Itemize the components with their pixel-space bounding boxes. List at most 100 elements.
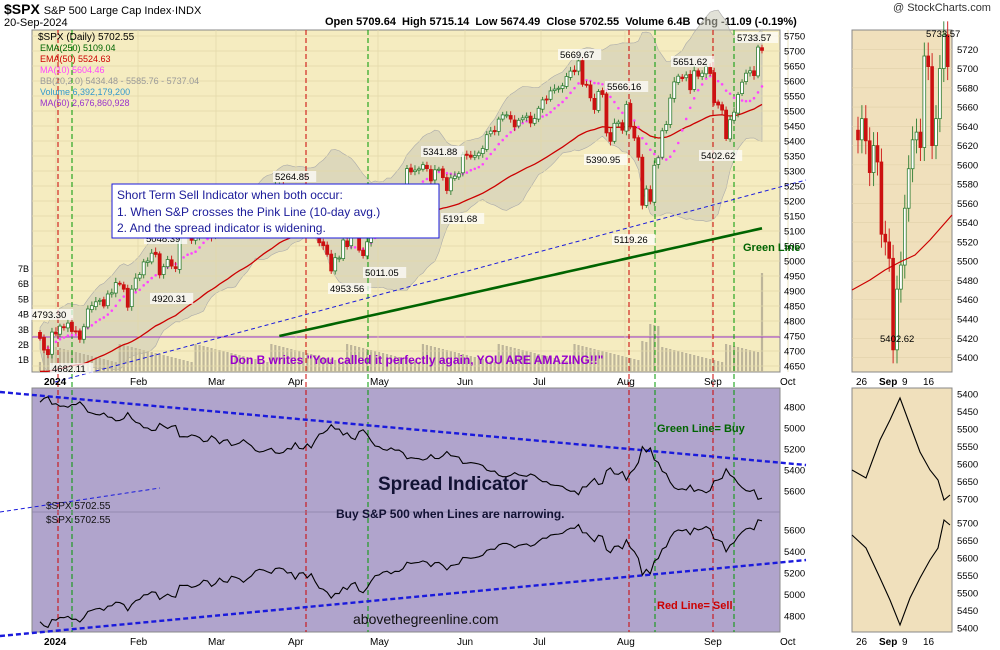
volume-bar bbox=[545, 356, 548, 372]
ma10-dot bbox=[182, 256, 185, 259]
volume-bar bbox=[669, 349, 672, 372]
ma10-dot bbox=[609, 95, 612, 99]
lower-side-y-tick-lower: 5500 bbox=[957, 589, 978, 600]
volume-bar bbox=[94, 357, 97, 372]
volume-bar bbox=[481, 359, 484, 372]
volume-bar bbox=[126, 346, 129, 372]
candle-body bbox=[712, 72, 717, 103]
price-label: 4682.11 bbox=[52, 364, 86, 375]
ma10-dot bbox=[704, 77, 708, 80]
green-buy-label: Green Line= Buy bbox=[657, 423, 746, 435]
volume-bar bbox=[629, 358, 632, 372]
ma10-dot bbox=[98, 318, 102, 321]
side-y-tick: 5620 bbox=[957, 141, 978, 152]
x-tick-label-lower: May bbox=[370, 637, 389, 648]
side-y-tick: 5660 bbox=[957, 103, 978, 114]
candle-body bbox=[576, 60, 581, 72]
ma10-dot bbox=[146, 280, 150, 284]
candle-body bbox=[664, 124, 669, 131]
candle-body bbox=[636, 137, 641, 158]
spread-title: Spread Indicator bbox=[378, 474, 529, 495]
volume-bar bbox=[521, 350, 524, 372]
ma10-dot bbox=[437, 170, 441, 174]
price-label: 5048.39 bbox=[146, 234, 180, 245]
candle-body bbox=[440, 168, 445, 178]
ma10-dot bbox=[684, 117, 688, 121]
candle-body bbox=[644, 188, 649, 206]
side-y-tick: 5680 bbox=[957, 83, 978, 94]
ma10-dot bbox=[561, 100, 564, 104]
side-x-tick: 9 bbox=[902, 377, 908, 388]
candle-body bbox=[345, 240, 350, 247]
ma10-dot bbox=[58, 337, 62, 341]
lower-side-series-upper bbox=[851, 396, 951, 501]
volume-bar bbox=[549, 357, 552, 372]
candle-body bbox=[409, 167, 413, 173]
candle-body bbox=[628, 103, 633, 128]
candle-body bbox=[732, 111, 736, 121]
y-tick-label: 5250 bbox=[784, 182, 805, 193]
y-tick-label: 5300 bbox=[784, 167, 805, 178]
y-tick-label: 5050 bbox=[784, 242, 805, 253]
candle-body bbox=[556, 87, 561, 90]
volume-bar bbox=[501, 345, 504, 372]
candle-body bbox=[157, 253, 162, 276]
x-tick-label-lower: Mar bbox=[208, 637, 226, 648]
candle-body bbox=[93, 301, 98, 307]
ma10-dot bbox=[70, 333, 74, 337]
side-y-tick: 5460 bbox=[957, 295, 978, 306]
side-candle-body bbox=[930, 66, 934, 147]
price-label: 4793.30 bbox=[32, 310, 66, 321]
candle-body bbox=[536, 107, 541, 120]
volume-bar bbox=[365, 349, 369, 372]
volume-bar bbox=[625, 357, 628, 372]
lower-y-tick-lower: 5400 bbox=[784, 547, 805, 558]
volume-bar bbox=[724, 344, 728, 372]
side-candle-body bbox=[914, 131, 919, 141]
side-candle-body bbox=[883, 233, 888, 243]
candle-body bbox=[560, 85, 565, 89]
candle-body bbox=[652, 164, 657, 203]
x-tick-label-lower: 2024 bbox=[44, 637, 67, 648]
candle-body bbox=[433, 169, 437, 181]
candle-body bbox=[125, 287, 130, 308]
candle-body bbox=[165, 259, 170, 268]
volume-bar bbox=[130, 347, 133, 372]
candle-body bbox=[77, 330, 82, 340]
volume-bar bbox=[593, 349, 596, 372]
volume-bar bbox=[118, 344, 121, 372]
volume-bar bbox=[369, 350, 373, 372]
volume-bar bbox=[202, 346, 205, 372]
volume-bar bbox=[350, 345, 353, 372]
candle-body bbox=[512, 119, 517, 128]
x-tick-label-lower: Sep bbox=[704, 637, 722, 648]
candle-body bbox=[660, 130, 665, 158]
volume-bar bbox=[377, 352, 381, 372]
price-label: 5566.16 bbox=[607, 82, 641, 93]
side-candle-body bbox=[926, 55, 930, 68]
volume-bar bbox=[401, 358, 405, 372]
side-candle-body bbox=[875, 145, 880, 163]
volume-bar bbox=[385, 354, 389, 372]
candle-body bbox=[520, 117, 525, 121]
ma10-dot bbox=[541, 115, 544, 118]
lower-side-panel bbox=[851, 387, 953, 633]
candle-body bbox=[504, 114, 509, 117]
candle-body bbox=[413, 169, 417, 173]
side-candle-body bbox=[903, 207, 907, 266]
candle-body bbox=[532, 118, 537, 124]
candle-body bbox=[624, 104, 629, 132]
price-label-bg bbox=[273, 171, 317, 182]
x-tick-label: Mar bbox=[208, 377, 226, 388]
ma10-dot bbox=[102, 316, 106, 319]
volume-bar bbox=[358, 347, 361, 372]
volume-bar bbox=[142, 350, 145, 372]
ma10-dot bbox=[186, 253, 189, 256]
volume-bar bbox=[505, 346, 508, 372]
candle-body bbox=[604, 93, 609, 134]
volume-bar bbox=[381, 353, 385, 372]
lower-side-y-tick-lower: 5550 bbox=[957, 571, 978, 582]
x-tick-label: Oct bbox=[780, 377, 796, 388]
ma10-dot bbox=[150, 276, 153, 280]
candle-body bbox=[54, 331, 58, 335]
